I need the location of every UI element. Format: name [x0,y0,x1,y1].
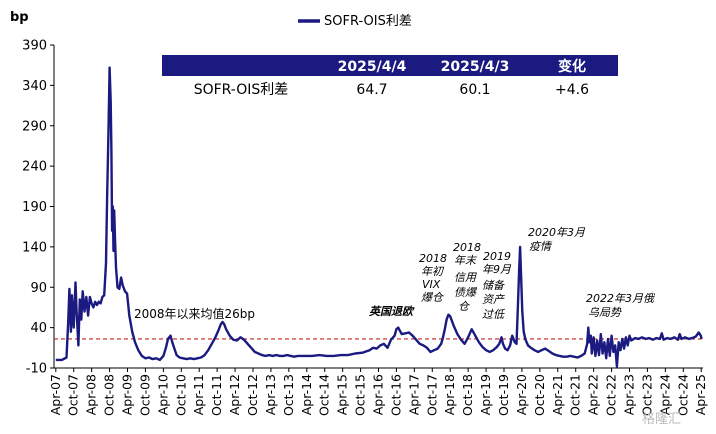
annotation-credit-line: 信用 [454,271,477,284]
legend: SOFR-OIS利差 [298,14,412,29]
data-table: 2025/4/4 2025/4/3 变化 SOFR-OIS利差 64.7 60.… [162,55,618,98]
annotation-reserve: 2019 年9月 储备 资产 过低 [482,250,512,321]
y-tick-label: 240 [22,160,47,175]
y-tick-label: 90 [30,281,47,296]
y-tick-label: 390 [22,39,47,54]
x-tick-label: Oct-18 [460,374,475,416]
annotation-vix-line: VIX [422,278,441,291]
table-cell-change: +4.6 [555,82,589,98]
y-tick-label: -10 [26,362,47,377]
x-tick-label: Apr-21 [550,374,565,415]
x-tick-label: Apr-14 [299,374,314,415]
x-tick-label: Oct-09 [137,374,152,416]
x-tick-label: Apr-09 [120,374,135,415]
annotation-covid-line: 2020年3月 [528,226,586,239]
x-tick-label: Apr-13 [263,374,278,415]
x-tick-label: Apr-20 [514,374,529,415]
x-tick-label: Apr-18 [442,374,457,415]
x-tick-label: Oct-14 [317,374,332,416]
x-tick-label: Oct-15 [353,374,368,416]
x-tick-label: Apr-19 [478,374,493,415]
annotation-reserve-line: 过低 [482,308,506,321]
x-tick-label: Oct-10 [173,374,188,416]
table-header-change: 变化 [558,58,586,75]
y-tick-label: 140 [22,240,47,255]
x-tick-label: Oct-16 [388,374,403,416]
x-tick-label: Oct-20 [532,374,547,416]
x-tick-label: Apr-15 [335,374,350,415]
annotation-average: 2008年以来均值26bp [134,306,255,321]
annotation-credit-line: 2018 [453,241,481,254]
x-tick-label: Apr-07 [48,374,63,415]
annotation-reserve-line: 年9月 [482,263,512,276]
x-tick-label: Oct-24 [675,374,690,416]
x-tick-label: Oct-19 [496,374,511,416]
table-cell-value-2: 60.1 [459,82,490,98]
x-tick-label: Apr-23 [621,374,636,415]
legend-label: SOFR-OIS利差 [324,14,412,29]
x-tick-label: Apr-16 [371,374,386,415]
annotation-credit: 2018 年末 信用 债爆 仓 [453,241,481,313]
x-tick-label: Oct-08 [102,374,117,416]
x-tick-label: Apr-12 [227,374,242,415]
table-header-date-1: 2025/4/4 [338,59,407,75]
table-header-bg [162,55,618,76]
x-tick-label: Oct-12 [245,374,260,416]
x-tick-label: Apr-08 [84,374,99,415]
x-tick-label: Apr-22 [586,374,601,415]
annotation-russia-line: 2022年3月俄 [586,292,656,305]
annotation-russia: 2022年3月俄 乌局势 [586,292,656,319]
x-tick-label: Oct-07 [66,374,81,416]
table-cell-value-1: 64.7 [356,82,387,98]
watermark: 格隆汇 [642,411,681,427]
annotation-vix-line: 爆仓 [421,291,444,304]
y-axis-label: bp [10,10,29,25]
x-tick-label: Apr-24 [657,374,672,415]
x-tick-label: Oct-22 [604,374,619,416]
x-tick-label: Apr-11 [191,374,206,415]
table-header-date-2: 2025/4/3 [441,59,510,75]
x-tick-label: Oct-23 [639,374,654,416]
x-tick-label: Oct-11 [209,374,224,416]
x-tick-label: Oct-21 [568,374,583,416]
x-axis: Apr-07 Oct-07 Apr-08 Oct-08 Apr-09 Oct-09 Apr-… [48,367,708,416]
annotation-reserve-line: 储备 [482,279,505,292]
annotation-vix-line: 2018 [419,252,447,265]
annotation-reserve-line: 2019 [483,250,511,263]
annotation-credit-line: 年末 [454,254,478,267]
annotation-vix: 2018 年初 VIX 爆仓 [419,252,447,304]
series-line [55,66,703,368]
annotation-reserve-line: 资产 [482,293,505,306]
annotation-brexit: 英国退欧 [368,305,415,318]
x-tick-label: Oct-17 [424,374,439,416]
y-tick-label: 340 [22,79,47,94]
y-axis: -10 40 90 140 190 240 290 340 390 [22,39,55,377]
x-tick-label: Oct-13 [281,374,296,416]
annotation-vix-line: 年初 [421,265,445,278]
table-row-label: SOFR-OIS利差 [194,82,289,98]
annotation-russia-line: 乌局势 [588,306,622,319]
annotation-covid-line: 疫情 [529,240,553,253]
annotation-credit-line: 仓 [458,300,470,313]
x-tick-label: Apr-25 [693,374,708,415]
annotation-credit-line: 债爆 [454,286,478,299]
x-tick-label: Apr-17 [406,374,421,415]
y-tick-label: 190 [22,200,47,215]
x-tick-label: Apr-10 [155,374,170,415]
y-tick-label: 290 [22,119,47,134]
annotation-covid: 2020年3月 疫情 [528,226,586,253]
y-tick-label: 40 [30,321,47,336]
